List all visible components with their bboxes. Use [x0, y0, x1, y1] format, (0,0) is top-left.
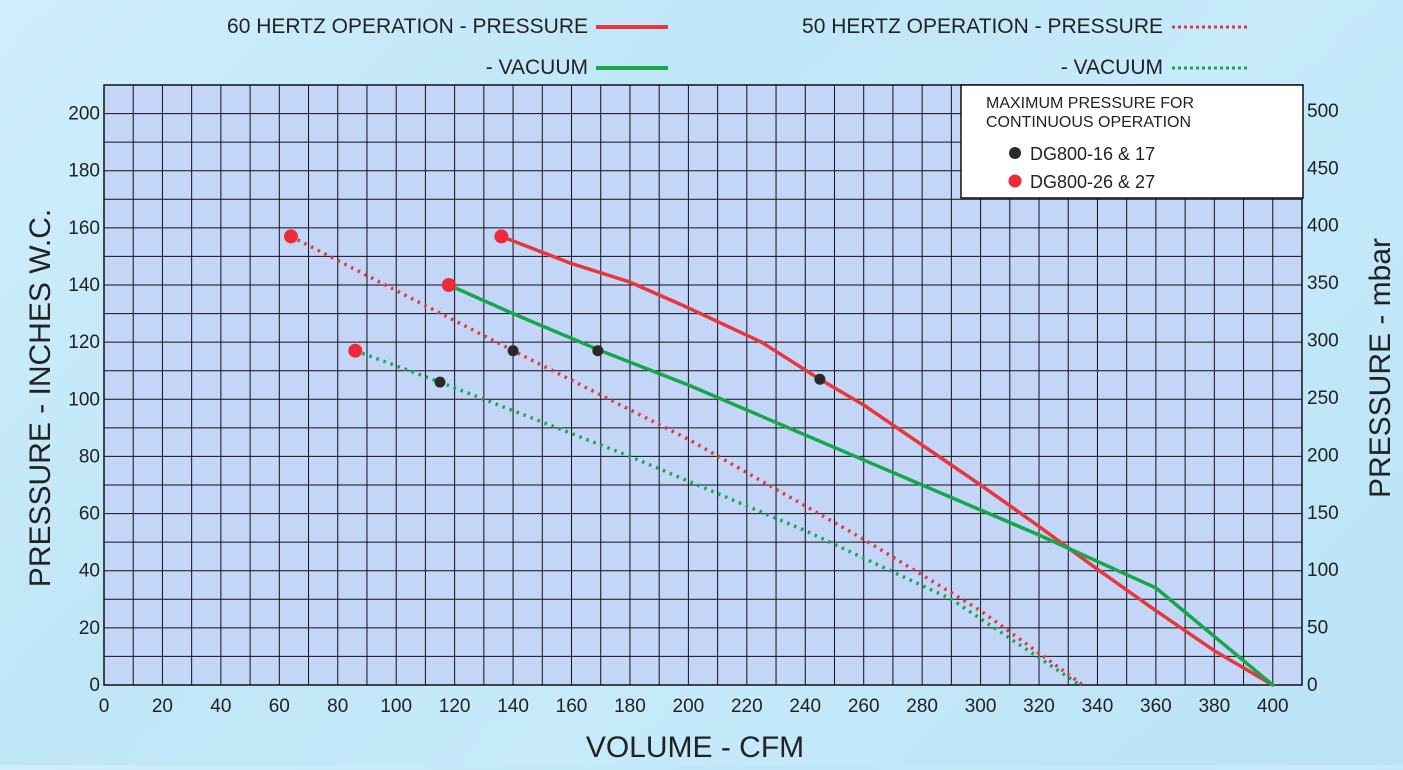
y2-tick-label: 400	[1307, 216, 1339, 237]
series-line-p60	[499, 234, 1275, 687]
x-tick-label: 400	[1257, 696, 1289, 717]
max-point-red-0	[284, 229, 299, 244]
y2-tick-label: 300	[1307, 331, 1339, 352]
max-point-black-1	[507, 345, 519, 357]
y-tick-label: 200	[68, 104, 100, 125]
max-pressure-box: MAXIMUM PRESSURE FOR CONTINUOUS OPERATIO…	[960, 84, 1304, 199]
y-tick-label: 140	[68, 275, 100, 296]
x-tick-label: 340	[1082, 696, 1114, 717]
y2-tick-label: 250	[1307, 388, 1339, 409]
y2-tick-label: 150	[1307, 503, 1339, 524]
y-tick-label: 100	[68, 389, 100, 410]
max-box-title-line-1: MAXIMUM PRESSURE FOR	[986, 95, 1194, 112]
x-tick-label: 380	[1198, 696, 1230, 717]
max-point-black-2	[592, 345, 604, 357]
y2-tick-label: 100	[1307, 560, 1339, 581]
y2-tick-label: 50	[1307, 618, 1328, 639]
x-tick-label: 160	[556, 696, 588, 717]
tick-labels: 0 20 40 60 80 100 120 140 160 180 200 220 240 260 280 3…	[68, 101, 1338, 717]
x-tick-label: 280	[906, 696, 938, 717]
legend-50hz-vacuum-label: - VACUUM	[1061, 56, 1163, 79]
y-tick-label: 80	[79, 446, 100, 467]
max-box-dot-black	[1009, 147, 1021, 159]
grid	[103, 84, 1303, 686]
y-axis-title: PRESSURE - INCHES W.C.	[24, 209, 57, 587]
x-axis-title: VOLUME - CFM	[586, 731, 804, 764]
y2-axis-title: PRESSURE - mbar	[1364, 238, 1397, 498]
x-tick-label: 120	[439, 696, 471, 717]
y2-tick-label: 200	[1307, 445, 1339, 466]
x-tick-label: 80	[327, 696, 348, 717]
max-point-red-1	[348, 343, 363, 358]
x-tick-label: 140	[497, 696, 529, 717]
max-pressure-points	[284, 229, 826, 388]
y-tick-label: 0	[89, 675, 100, 696]
y2-tick-label: 350	[1307, 273, 1339, 294]
x-tick-label: 200	[673, 696, 705, 717]
x-tick-label: 20	[152, 696, 173, 717]
max-box-title-line-2: CONTINUOUS OPERATION	[986, 114, 1191, 131]
x-tick-label: 100	[380, 696, 412, 717]
max-point-red-3	[494, 229, 509, 244]
max-point-red-2	[441, 278, 456, 292]
x-tick-label: 0	[99, 696, 110, 717]
y-tick-label: 160	[68, 218, 100, 239]
y-tick-label: 180	[68, 161, 100, 182]
x-tick-label: 40	[210, 696, 231, 717]
legend: 60 HERTZ OPERATION - PRESSURE - VACUUM 5…	[227, 15, 1248, 79]
max-box-entry-dg800-16-17: DG800-16 & 17	[1030, 144, 1155, 164]
y2-tick-label: 450	[1307, 158, 1339, 179]
y-tick-label: 40	[79, 561, 100, 582]
y-tick-label: 20	[79, 618, 100, 639]
legend-50hz-pressure-label: 50 HERTZ OPERATION - PRESSURE	[802, 15, 1163, 38]
x-tick-label: 260	[848, 696, 880, 717]
x-tick-label: 360	[1140, 696, 1172, 717]
x-tick-label: 180	[614, 696, 646, 717]
series-line-v60	[447, 283, 1275, 687]
x-tick-label: 240	[789, 696, 821, 717]
x-tick-label: 320	[1023, 696, 1055, 717]
legend-60hz-pressure-label: 60 HERTZ OPERATION - PRESSURE	[227, 15, 588, 38]
y2-tick-label: 0	[1307, 675, 1318, 696]
y2-tick-label: 500	[1307, 101, 1339, 122]
x-tick-label: 220	[731, 696, 763, 717]
plot-frame	[103, 84, 1303, 686]
max-point-black-0	[434, 376, 446, 388]
series-layer	[290, 234, 1275, 687]
legend-60hz-vacuum-label: - VACUUM	[486, 56, 588, 79]
max-box-dot-red	[1008, 174, 1022, 188]
y-tick-label: 120	[68, 332, 100, 353]
series-line-v50	[354, 349, 1081, 687]
x-tick-label: 300	[965, 696, 997, 717]
max-point-black-3	[814, 373, 826, 385]
max-box-entry-dg800-26-27: DG800-26 & 27	[1030, 172, 1155, 192]
x-tick-label: 60	[269, 696, 290, 717]
y-tick-label: 60	[79, 504, 100, 525]
